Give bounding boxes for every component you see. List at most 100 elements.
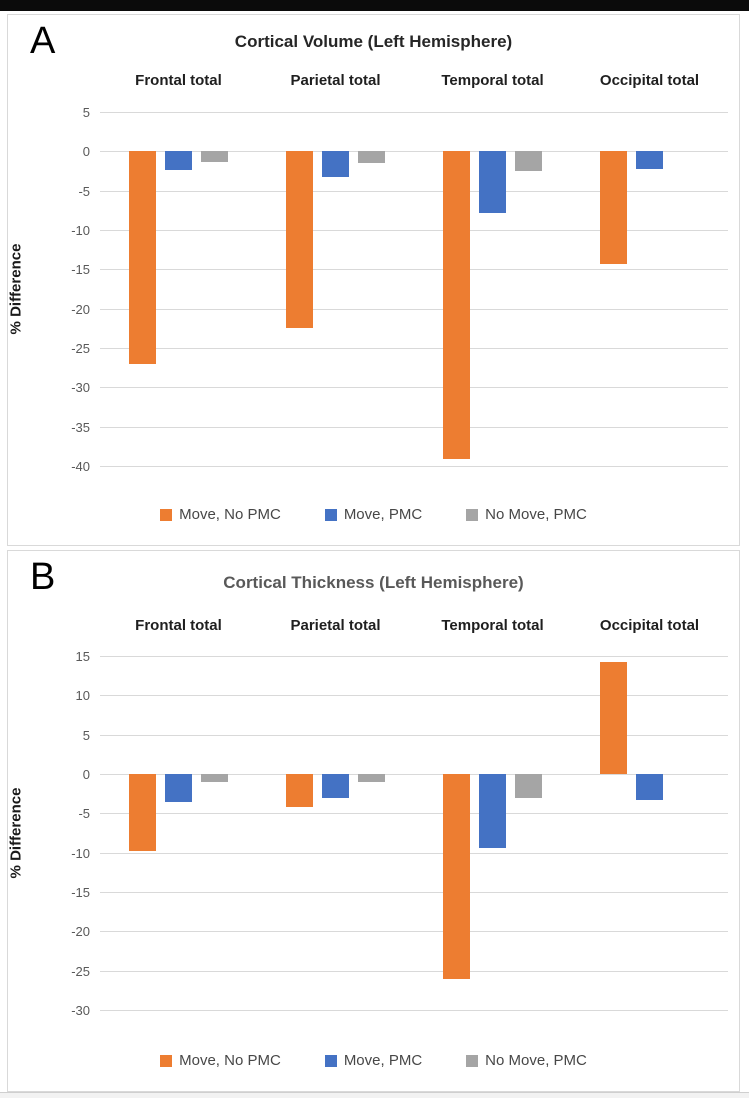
gridline [100,656,728,657]
y-tick-label: 5 [82,105,90,120]
gridline [100,230,728,231]
category-label: Parietal total [290,72,381,89]
gridline [100,813,728,815]
y-tick-label: -10 [71,845,90,861]
y-tick-label: -30 [71,1003,90,1018]
legend-item: No Move, PMC [466,1052,587,1069]
plot-area: % Difference 5 0 -5 -10 -15 -20 -25 -30 -35 -40 [8,106,728,473]
panel-b: B Cortical Thickness (Left Hemisphere) F… [7,550,740,1092]
bar-move-pmc-occipital-total [636,774,663,800]
bar-no-move-pmc-frontal-total [201,774,228,782]
y-tick-label: 0 [82,767,90,782]
legend-swatch-icon [160,508,173,521]
panel-b-letter: B [30,556,56,598]
bar-move-pmc-temporal-total [479,151,506,213]
category-label: Occipital total [599,72,700,89]
legend-label: Move, No PMC [179,506,281,523]
legend-item: Move, No PMC [160,1052,281,1069]
bar-move-pmc-parietal-total [322,774,349,798]
gridline [100,892,728,893]
gridline [100,348,728,349]
bar-no-move-pmc-parietal-total [358,151,385,164]
y-tick-label: -25 [71,341,90,356]
legend-label: Move, No PMC [179,1052,281,1069]
bar-move-no-pmc-parietal-total [286,151,313,328]
bottom-border [0,1092,749,1098]
gridline [100,308,728,310]
legend-item: No Move, PMC [466,506,587,523]
y-tick-label: -10 [71,223,90,238]
y-tick-label: -30 [71,380,90,396]
gridline [100,931,728,933]
legend-swatch-icon [324,1054,337,1067]
gridline [100,426,728,428]
gridline [100,852,728,854]
legend: Move, No PMC Move, PMC No Move, PMC [8,506,739,523]
category-label: Temporal total [441,72,544,89]
y-tick-label: -25 [71,963,90,979]
bar-move-no-pmc-temporal-total [443,151,470,459]
bar-move-no-pmc-occipital-total [600,151,627,264]
legend-swatch-icon [160,1054,173,1067]
legend-swatch-icon [466,508,479,521]
category-label: Occipital total [599,617,700,634]
y-tick-label: -15 [71,885,90,900]
y-tick-label: -20 [71,924,90,940]
y-tick-label: -5 [78,183,90,199]
bar-move-no-pmc-frontal-total [129,151,156,364]
legend-label: Move, PMC [343,506,423,523]
gridline [100,387,728,389]
category-label: Parietal total [290,617,381,634]
bar-no-move-pmc-temporal-total [515,774,542,798]
gridline [100,1010,728,1011]
y-tick-label: -5 [78,806,90,822]
panel-a-letter: A [30,20,56,62]
plot-area: % Difference 15 10 5 0 -5 -10 -15 -20 -25 -30 [8,650,728,1017]
bar-no-move-pmc-frontal-total [201,151,228,163]
bar-move-no-pmc-parietal-total [286,774,313,808]
bar-move-pmc-temporal-total [479,774,506,848]
gridline [100,190,728,192]
category-row: Frontal total Parietal total Temporal tota… [100,617,728,634]
y-tick-label: -40 [71,459,90,474]
chart-title: Cortical Volume (Left Hemisphere) [234,32,513,51]
gridline [100,774,728,775]
legend-item: Move, PMC [324,506,423,523]
legend-label: No Move, PMC [485,1052,587,1069]
bar-move-pmc-parietal-total [322,151,349,177]
y-tick-label: -15 [71,262,90,278]
legend-item: Move, No PMC [160,506,281,523]
bar-no-move-pmc-parietal-total [358,774,385,782]
top-border [0,0,749,11]
panel-a: A Cortical Volume (Left Hemisphere) Fron… [7,14,740,546]
category-row: Frontal total Parietal total Temporal tota… [100,72,728,89]
legend-label: Move, PMC [343,1052,423,1069]
bar-move-no-pmc-occipital-total [600,661,627,774]
bar-move-pmc-occipital-total [636,151,663,170]
legend-swatch-icon [466,1054,479,1067]
gridline [100,466,728,467]
gridline [100,734,728,736]
gridline [100,695,728,697]
gridline [100,970,728,972]
legend-label: No Move, PMC [485,506,587,523]
y-tick-label: 15 [75,649,90,664]
bar-move-no-pmc-temporal-total [443,774,470,979]
y-tick-label: 0 [82,144,90,160]
gridline [100,112,728,113]
legend-swatch-icon [324,508,337,521]
gridline [100,151,728,153]
category-label: Temporal total [441,617,544,634]
y-tick-label: 10 [75,688,90,704]
category-label: Frontal total [135,617,222,634]
bar-no-move-pmc-temporal-total [515,151,542,171]
chart-title: Cortical Thickness (Left Hemisphere) [223,573,524,592]
bar-move-pmc-frontal-total [165,151,192,171]
legend: Move, No PMC Move, PMC No Move, PMC [8,1052,739,1069]
gridline [100,269,728,271]
category-label: Frontal total [135,72,222,89]
bar-move-no-pmc-frontal-total [129,774,156,852]
y-tick-label: -20 [71,301,90,317]
bar-move-pmc-frontal-total [165,774,192,802]
